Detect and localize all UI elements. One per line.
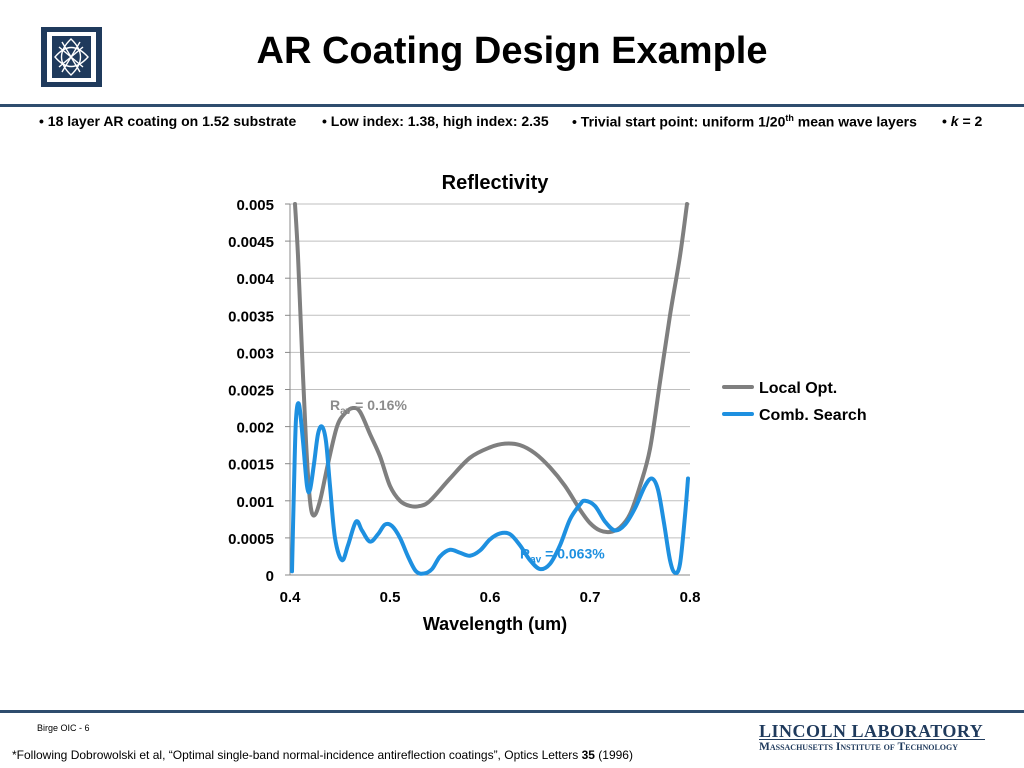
y-tick-label: 0.001 bbox=[236, 494, 274, 511]
footnote: *Following Dobrowolski et al, “Optimal s… bbox=[12, 748, 633, 762]
y-tick-label: 0.0025 bbox=[228, 383, 274, 400]
x-tick-labels: 0.4 0.5 0.6 0.7 0.8 bbox=[280, 589, 701, 606]
legend-label: Local Opt. bbox=[759, 380, 837, 397]
y-tick-label: 0.003 bbox=[236, 345, 274, 362]
y-tick-label: 0.0005 bbox=[228, 531, 274, 548]
page-number: Birge OIC - 6 bbox=[37, 723, 90, 733]
y-tick-label: 0.0035 bbox=[228, 308, 274, 325]
series-line-local-opt bbox=[293, 202, 689, 535]
page-title: AR Coating Design Example bbox=[256, 30, 768, 72]
series-lines bbox=[290, 202, 690, 576]
grid bbox=[290, 203, 690, 539]
bullet-list: • 18 layer AR coating on 1.52 substrate … bbox=[0, 113, 1024, 131]
y-tick-label: 0.004 bbox=[236, 271, 274, 288]
bullet-start-point: • Trivial start point: uniform 1/20th me… bbox=[572, 113, 917, 130]
x-tick-label: 0.6 bbox=[480, 589, 501, 606]
header-divider bbox=[0, 104, 1024, 107]
x-tick-label: 0.8 bbox=[680, 589, 701, 606]
x-tick-label: 0.5 bbox=[380, 589, 401, 606]
lab-institute: Massachusetts Institute of Technology bbox=[759, 741, 959, 753]
mit-ll-logo-icon bbox=[41, 27, 102, 87]
bullet-k: • k = 2 bbox=[942, 113, 983, 129]
annotations: Rav = 0.16% Rav = 0.063% bbox=[330, 397, 605, 565]
annotation-rav: Rav = 0.063% bbox=[520, 545, 605, 565]
y-tick-label: 0.0045 bbox=[228, 234, 274, 251]
y-tick-label: 0 bbox=[266, 568, 274, 585]
bullet-index: • Low index: 1.38, high index: 2.35 bbox=[322, 113, 549, 129]
lab-divider bbox=[759, 739, 985, 740]
y-tick-label: 0.0015 bbox=[228, 457, 274, 474]
y-tick-labels: 0 0.0005 0.001 0.0015 0.002 0.0025 0.003 0.0035… bbox=[228, 197, 275, 585]
y-tick-label: 0.005 bbox=[236, 197, 274, 214]
lab-name: LINCOLN LABORATORY bbox=[759, 721, 984, 741]
x-tick-label: 0.4 bbox=[280, 589, 302, 606]
legend: Local Opt. Comb. Search bbox=[722, 380, 867, 424]
chart-title: Reflectivity bbox=[442, 172, 550, 194]
x-tick-label: 0.7 bbox=[580, 589, 601, 606]
bullet-layers: • 18 layer AR coating on 1.52 substrate bbox=[39, 113, 297, 129]
footer-divider bbox=[0, 710, 1024, 713]
x-axis-label: Wavelength (um) bbox=[423, 614, 567, 634]
axes bbox=[285, 203, 690, 576]
reflectivity-chart: Reflectivity 0 0.0005 0.001 0.0015 0.002 0.00… bbox=[228, 172, 867, 634]
y-tick-label: 0.002 bbox=[236, 420, 274, 437]
annotation-rav: Rav = 0.16% bbox=[330, 397, 407, 417]
legend-label: Comb. Search bbox=[759, 407, 867, 424]
series-line-comb-search bbox=[290, 401, 690, 576]
